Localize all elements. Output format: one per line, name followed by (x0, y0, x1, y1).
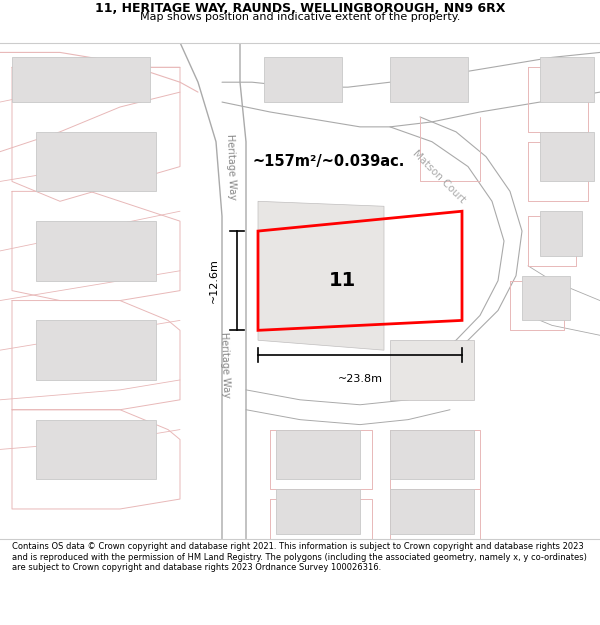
Text: ~157m²/~0.039ac.: ~157m²/~0.039ac. (252, 154, 404, 169)
Polygon shape (264, 58, 342, 102)
Text: Heritage Way: Heritage Way (219, 332, 231, 398)
Polygon shape (258, 201, 384, 350)
Polygon shape (540, 58, 594, 102)
Text: 11, HERITAGE WAY, RAUNDS, WELLINGBOROUGH, NN9 6RX: 11, HERITAGE WAY, RAUNDS, WELLINGBOROUGH… (95, 2, 505, 15)
Polygon shape (36, 221, 156, 281)
Polygon shape (36, 419, 156, 479)
Polygon shape (36, 132, 156, 191)
Text: Matson Court: Matson Court (411, 148, 467, 205)
Text: ~23.8m: ~23.8m (337, 374, 383, 384)
Polygon shape (36, 321, 156, 380)
Polygon shape (276, 429, 360, 479)
Polygon shape (540, 211, 582, 256)
Polygon shape (390, 340, 474, 400)
Polygon shape (390, 429, 474, 479)
Text: Map shows position and indicative extent of the property.: Map shows position and indicative extent… (140, 12, 460, 22)
Text: ~12.6m: ~12.6m (209, 258, 219, 303)
Text: Heritage Way: Heritage Way (225, 133, 237, 200)
Polygon shape (276, 489, 360, 534)
Text: Contains OS data © Crown copyright and database right 2021. This information is : Contains OS data © Crown copyright and d… (12, 542, 587, 572)
Polygon shape (12, 58, 150, 102)
Polygon shape (522, 276, 570, 321)
Polygon shape (540, 132, 594, 181)
Polygon shape (390, 489, 474, 534)
Polygon shape (390, 58, 468, 102)
Text: 11: 11 (328, 271, 356, 290)
